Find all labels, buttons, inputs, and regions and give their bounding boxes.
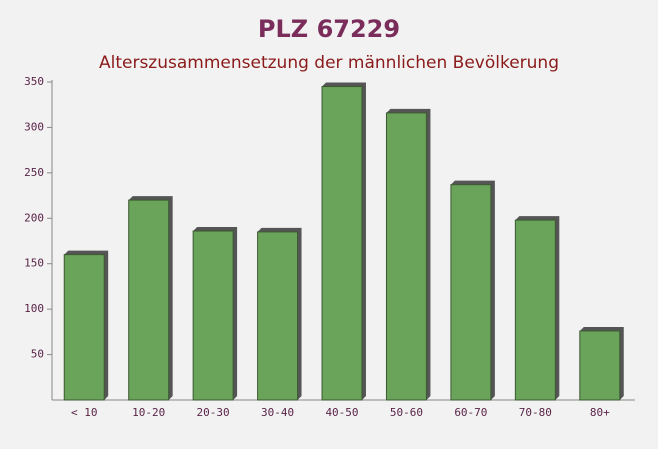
x-tick-label: 40-50 xyxy=(325,406,358,419)
y-tick-label: 250 xyxy=(24,166,44,179)
x-tick-label: 70-80 xyxy=(519,406,552,419)
x-tick-label: < 10 xyxy=(71,406,98,419)
bar xyxy=(192,230,234,401)
chart-subtitle: Alterszusammensetzung der männlichen Bev… xyxy=(99,53,559,73)
x-tick-label: 60-70 xyxy=(454,406,487,419)
bar xyxy=(385,112,427,401)
y-tick-label: 100 xyxy=(24,302,44,315)
y-tick-label: 200 xyxy=(24,211,44,224)
chart-title: PLZ 67229 xyxy=(258,15,400,43)
bar xyxy=(257,231,299,401)
y-tick-label: 350 xyxy=(24,75,44,88)
bar xyxy=(321,86,363,401)
x-tick-label: 20-30 xyxy=(197,406,230,419)
bar xyxy=(450,184,492,401)
x-tick-label: 10-20 xyxy=(132,406,165,419)
y-tick-label: 50 xyxy=(31,348,44,361)
y-tick-label: 150 xyxy=(24,257,44,270)
y-tick-label: 300 xyxy=(24,120,44,133)
bar xyxy=(579,330,621,401)
bar xyxy=(514,219,556,401)
bar xyxy=(63,254,105,401)
x-tick-label: 50-60 xyxy=(390,406,423,419)
bar xyxy=(128,199,170,401)
x-tick-label: 80+ xyxy=(590,406,610,419)
x-tick-label: 30-40 xyxy=(261,406,294,419)
